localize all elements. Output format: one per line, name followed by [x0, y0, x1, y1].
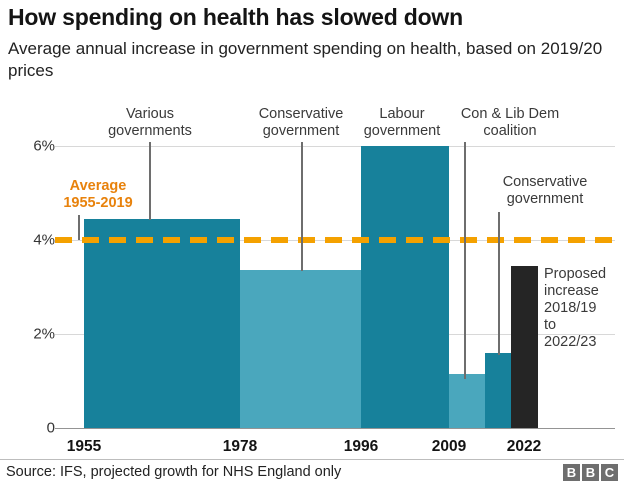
- footer-divider: [0, 459, 624, 460]
- average-label-line1: Average: [69, 178, 127, 194]
- x-axis-label-2009: 2009: [431, 438, 467, 455]
- y-axis-label-0: 0: [46, 419, 55, 437]
- gridline-6: [55, 146, 615, 147]
- annotation-various-line2: governments: [108, 123, 192, 139]
- average-label-line2: 1955-2019: [63, 195, 133, 211]
- axis-zero-line: [55, 428, 615, 429]
- bar-proposed[interactable]: [511, 266, 538, 428]
- source-note: Source: IFS, projected growth for NHS En…: [6, 464, 342, 480]
- x-axis-label-2022: 2022: [506, 438, 542, 455]
- average-leader-line: [78, 215, 80, 240]
- y-axis-label-6: 6%: [33, 137, 55, 155]
- annotation-proposed-line5: 2022/23: [544, 334, 597, 350]
- bar-1996[interactable]: [361, 146, 449, 428]
- page-subtitle: Average annual increase in government sp…: [8, 39, 603, 80]
- y-axis-label-4: 4%: [33, 231, 55, 249]
- annotation-labour: Labour government: [353, 106, 451, 140]
- annotation-proposed-increase: Proposed increase 2018/19 to 2022/23: [544, 266, 624, 351]
- bbc-logo-letter-c: C: [601, 464, 618, 481]
- annotation-conservative-1978: Conservative government: [237, 106, 365, 140]
- annotation-various-governments: Various governments: [90, 106, 210, 140]
- annotation-conservative-2014: Conservative government: [478, 174, 612, 208]
- annotation-labour-line1: Labour: [379, 106, 425, 122]
- annotation-proposed-line1: Proposed: [544, 266, 607, 282]
- annotation-coalition-line2: coalition: [483, 123, 537, 139]
- plot-area: [55, 140, 615, 430]
- leader-line-coalition: [464, 142, 466, 379]
- x-axis-label-1996: 1996: [343, 438, 379, 455]
- leader-line-conservative-1978: [301, 142, 303, 271]
- bbc-logo: B B C: [563, 464, 618, 481]
- annotation-proposed-line2: increase: [544, 283, 599, 299]
- bar-2014[interactable]: [485, 353, 511, 428]
- y-axis-label-2: 2%: [33, 325, 55, 343]
- annotation-proposed-line3: 2018/19: [544, 300, 597, 316]
- annotation-conservative2-line2: government: [506, 191, 584, 207]
- bar-2009[interactable]: [449, 374, 485, 428]
- bar-1978[interactable]: [240, 270, 361, 428]
- annotation-various-line1: Various: [125, 106, 175, 122]
- annotation-coalition: Con & Lib Dem coalition: [449, 106, 571, 140]
- annotation-proposed-line4: to: [544, 317, 557, 333]
- bbc-logo-letter-b2: B: [582, 464, 599, 481]
- leader-line-various: [149, 142, 151, 220]
- x-axis-label-1955: 1955: [66, 438, 102, 455]
- average-line: [55, 237, 615, 243]
- bbc-logo-letter-b1: B: [563, 464, 580, 481]
- annotation-coalition-line1: Con & Lib Dem: [460, 106, 560, 122]
- annotation-labour-line2: government: [363, 123, 441, 139]
- bar-1955[interactable]: [84, 219, 240, 428]
- average-line-label: Average 1955-2019: [48, 178, 148, 212]
- x-axis-label-1978: 1978: [222, 438, 258, 455]
- leader-line-conservative-2014: [498, 212, 500, 355]
- annotation-conservative1-line1: Conservative: [258, 106, 344, 122]
- page-title: How spending on health has slowed down: [8, 4, 463, 30]
- annotation-conservative2-line1: Conservative: [502, 174, 588, 190]
- annotation-conservative1-line2: government: [262, 123, 340, 139]
